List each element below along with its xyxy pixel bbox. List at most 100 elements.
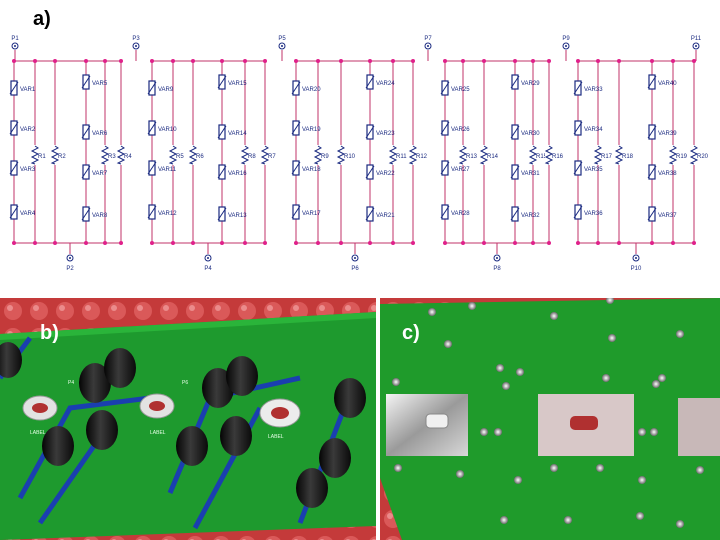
port-label: P2 [66,266,74,272]
varistor-diagonal [147,161,157,175]
varistor-diagonal [291,161,301,175]
junction-dot [316,241,320,245]
varistor-diagonal [217,165,227,179]
photo-board-bottom [380,298,720,540]
varistor-label: VAR28 [451,211,470,217]
junction-dot [84,59,88,63]
junction-dot [617,241,621,245]
varistor-diagonal [217,125,227,139]
resistor-label: R9 [321,154,329,160]
screw-head [650,428,658,436]
varistor-diagonal [147,205,157,219]
varistor-label: VAR8 [92,213,108,219]
varistor-diagonal [440,161,450,175]
varistor-label: VAR14 [228,131,247,137]
varistor-label: VAR20 [302,87,321,93]
port-label: P5 [278,36,286,42]
junction-dot [671,241,675,245]
varistor-diagonal [291,121,301,135]
varistor-diagonal [9,121,19,135]
varistor-label: VAR9 [158,87,174,93]
varistor-label: VAR22 [376,171,395,177]
resistor-label: R10 [344,154,356,160]
green-pcb [0,312,376,540]
resistor-label: R4 [124,154,132,160]
varistor-diagonal [647,207,657,221]
varistor-label: VAR31 [521,171,540,177]
junction-dot [339,241,343,245]
varistor-diagonal [510,125,520,139]
junction-dot [513,241,517,245]
varistor-diagonal [573,81,583,95]
varistor-diagonal [291,205,301,219]
junction-dot [12,241,16,245]
varistor-diagonal [217,207,227,221]
junction-dot [263,59,267,63]
junction-dot [119,59,123,63]
varistor-label: VAR27 [451,167,470,173]
junction-dot [294,241,298,245]
varistor-diagonal [147,81,157,95]
port-label: P11 [691,36,702,42]
junction-dot [576,59,580,63]
panel-label-c: c) [402,322,420,344]
screw-head [636,512,644,520]
varistor-label: VAR11 [158,167,177,173]
varistor-diagonal [440,81,450,95]
screw-head [500,516,508,524]
junction-dot [576,241,580,245]
screw-head [676,330,684,338]
varistor-diagonal [573,161,583,175]
varistor-label: VAR34 [584,127,603,133]
screw-head [428,308,436,316]
junction-dot [596,241,600,245]
resistor-symbol [240,145,250,165]
screw-head [468,302,476,310]
screw-head [502,382,510,390]
screw-head [392,378,400,386]
port-terminal [424,42,432,50]
port-terminal-center [496,257,498,259]
varistor-label: VAR15 [228,81,247,87]
varistor-diagonal [573,205,583,219]
resistor-label: R16 [552,154,564,160]
junction-dot [692,59,696,63]
varistor-diagonal [9,161,19,175]
resistor-symbol [50,145,60,165]
screw-head [658,374,666,382]
resistor-symbol [30,145,40,165]
resistor-label: R18 [622,154,634,160]
port-terminal-center [14,45,16,47]
junction-dot [150,59,154,63]
varistor-label: VAR19 [302,127,321,133]
varistor-label: VAR30 [521,131,540,137]
port-terminal-center [354,257,356,259]
varistor-label: VAR16 [228,171,247,177]
junction-dot [53,59,57,63]
port-terminal [692,42,700,50]
port-terminal [204,254,212,262]
screw-head [696,466,704,474]
resistor-label: R5 [176,154,184,160]
varistor-label: VAR29 [521,81,540,87]
resistor-symbol [593,145,603,165]
varistor-diagonal [217,75,227,89]
junction-dot [547,59,551,63]
resistor-symbol [408,145,418,165]
junction-dot [411,59,415,63]
varistor-diagonal [365,125,375,139]
resistor-symbol [388,145,398,165]
black-capacitors [0,342,366,508]
varistor-label: VAR18 [302,167,321,173]
resistor-label: R17 [601,154,613,160]
varistor-label: VAR17 [302,211,321,217]
resistor-symbol [544,145,554,165]
varistor-diagonal [365,75,375,89]
junction-dot [443,241,447,245]
port-label: P10 [631,266,642,272]
varistor-label: VAR2 [20,127,36,133]
varistor-label: VAR6 [92,131,108,137]
screw-head [514,476,522,484]
port-terminal-center [635,257,637,259]
screw-head [606,298,614,304]
